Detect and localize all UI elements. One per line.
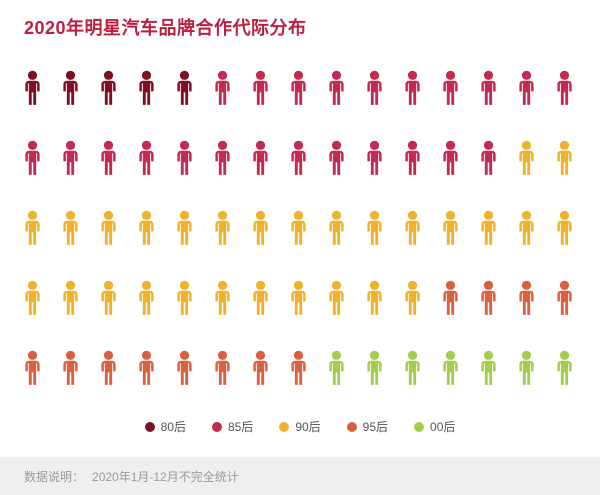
person-icon-85后 [248, 140, 273, 176]
legend-label: 80后 [160, 420, 186, 434]
person-icon-85后 [400, 70, 425, 106]
person-icon-90后 [552, 140, 577, 176]
person-icon-85后 [552, 70, 577, 106]
person-icon-95后 [248, 350, 273, 386]
person-icon-85后 [324, 70, 349, 106]
person-icon-90后 [324, 210, 349, 246]
person-icon-90后 [248, 210, 273, 246]
person-icon-90后 [514, 210, 539, 246]
person-icon-95后 [476, 280, 501, 316]
person-icon-80后 [172, 70, 197, 106]
pictogram-grid [20, 70, 577, 386]
person-icon-85后 [58, 140, 83, 176]
person-icon-95后 [96, 350, 121, 386]
person-icon-85后 [438, 140, 463, 176]
person-icon-90后 [324, 280, 349, 316]
person-icon-90后 [248, 280, 273, 316]
person-icon-85后 [210, 140, 235, 176]
legend-label: 90后 [295, 420, 321, 434]
person-icon-95后 [172, 350, 197, 386]
person-icon-90后 [20, 210, 45, 246]
legend-dot-icon [211, 421, 222, 432]
legend-dot-icon [144, 421, 155, 432]
person-icon-85后 [286, 140, 311, 176]
person-icon-85后 [134, 140, 159, 176]
person-icon-90后 [58, 280, 83, 316]
legend-item-00后: 00后 [414, 418, 455, 435]
legend-item-95后: 95后 [346, 418, 389, 435]
person-icon-90后 [210, 210, 235, 246]
person-icon-90后 [362, 210, 387, 246]
legend-dot-icon [346, 421, 357, 432]
person-icon-90后 [362, 280, 387, 316]
person-icon-95后 [552, 280, 577, 316]
footer-label: 数据说明： [24, 469, 85, 484]
person-icon-95后 [286, 350, 311, 386]
person-icon-90后 [172, 210, 197, 246]
chart-title: 2020年明星汽车品牌合作代际分布 [24, 18, 307, 38]
person-icon-85后 [96, 140, 121, 176]
person-icon-00后 [438, 350, 463, 386]
chart-legend: 80后 85后 90后 95后 00后 [0, 418, 600, 435]
person-icon-85后 [172, 140, 197, 176]
person-icon-00后 [552, 350, 577, 386]
person-icon-00后 [476, 350, 501, 386]
person-icon-90后 [58, 210, 83, 246]
legend-dot-icon [279, 421, 290, 432]
person-icon-85后 [514, 70, 539, 106]
person-icon-90后 [286, 210, 311, 246]
person-icon-85后 [362, 140, 387, 176]
person-icon-00后 [514, 350, 539, 386]
person-icon-00后 [400, 350, 425, 386]
person-icon-90后 [134, 280, 159, 316]
person-icon-90后 [96, 210, 121, 246]
person-icon-90后 [400, 210, 425, 246]
person-icon-85后 [20, 140, 45, 176]
person-icon-85后 [248, 70, 273, 106]
person-icon-85后 [286, 70, 311, 106]
person-icon-95后 [58, 350, 83, 386]
person-icon-85后 [476, 140, 501, 176]
person-icon-95后 [134, 350, 159, 386]
person-icon-90后 [400, 280, 425, 316]
person-icon-90后 [96, 280, 121, 316]
footer-bar: 数据说明： 2020年1月-12月不完全统计 [0, 457, 600, 495]
person-icon-90后 [552, 210, 577, 246]
person-icon-95后 [514, 280, 539, 316]
person-icon-80后 [20, 70, 45, 106]
person-icon-90后 [286, 280, 311, 316]
person-icon-90后 [476, 210, 501, 246]
person-icon-95后 [210, 350, 235, 386]
person-icon-95后 [438, 280, 463, 316]
legend-label: 85后 [227, 420, 254, 434]
person-icon-00后 [324, 350, 349, 386]
person-icon-85后 [476, 70, 501, 106]
person-icon-85后 [210, 70, 235, 106]
person-icon-85后 [362, 70, 387, 106]
person-icon-80后 [134, 70, 159, 106]
person-icon-85后 [438, 70, 463, 106]
legend-dot-icon [414, 421, 425, 432]
person-icon-90后 [210, 280, 235, 316]
person-icon-95后 [20, 350, 45, 386]
person-icon-80后 [96, 70, 121, 106]
person-icon-85后 [400, 140, 425, 176]
person-icon-85后 [324, 140, 349, 176]
person-icon-80后 [58, 70, 83, 106]
legend-item-90后: 90后 [279, 418, 321, 435]
person-icon-90后 [172, 280, 197, 316]
legend-label: 00后 [430, 420, 456, 434]
person-icon-00后 [362, 350, 387, 386]
person-icon-90后 [20, 280, 45, 316]
legend-item-80后: 80后 [144, 418, 186, 435]
person-icon-90后 [438, 210, 463, 246]
person-icon-90后 [134, 210, 159, 246]
legend-item-85后: 85后 [211, 418, 254, 435]
legend-label: 95后 [362, 420, 389, 434]
footer-note: 2020年1月-12月不完全统计 [92, 469, 239, 484]
person-icon-90后 [514, 140, 539, 176]
